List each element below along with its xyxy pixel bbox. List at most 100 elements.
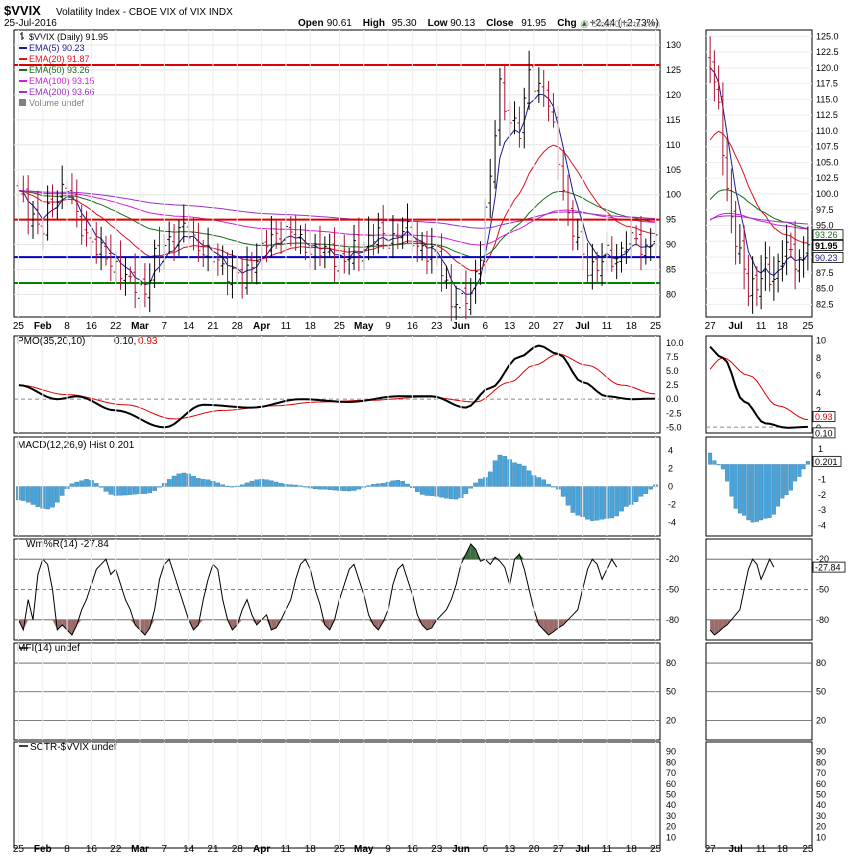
price-bar xyxy=(600,243,605,286)
willr-overbought-fill xyxy=(475,549,481,560)
price-bar xyxy=(313,234,318,270)
x-axis-tick-bottom: 9 xyxy=(385,844,391,855)
price-bar xyxy=(643,238,648,265)
x-axis-tick-bottom: 8 xyxy=(64,844,70,855)
x-axis-tick-bottom: 25 xyxy=(334,844,346,855)
mfi-label: MFI(14) undef xyxy=(17,643,80,654)
price-bar xyxy=(176,219,181,256)
side-macd-axis-tick: -4 xyxy=(818,520,826,530)
side-price-bar xyxy=(776,253,781,293)
macd-hist-bar xyxy=(346,486,352,492)
macd-hist-bar xyxy=(278,483,284,487)
macd-hist-bar xyxy=(624,486,629,507)
price-axis-tick: 120 xyxy=(666,90,681,100)
macd-hist-bar xyxy=(400,481,405,487)
price-bar xyxy=(551,93,556,128)
willr-overbought-fill xyxy=(465,544,471,560)
macd-hist-bar xyxy=(609,486,615,519)
ema50-line xyxy=(18,190,656,259)
willr-oversold-fill xyxy=(57,619,63,630)
price-bar xyxy=(546,81,551,122)
macd-hist-bar xyxy=(521,465,527,487)
side-price-bar xyxy=(759,255,764,310)
macd-hist-bar xyxy=(176,473,182,487)
price-bar xyxy=(60,165,65,210)
willr-axis-tick: -80 xyxy=(666,615,679,625)
macd-hist-bar xyxy=(468,486,474,489)
x-axis-tick-top: 20 xyxy=(528,321,540,332)
macd-hist-bar xyxy=(478,478,483,487)
macd-hist-bar xyxy=(298,485,303,487)
side-pmo-axis-tick: 6 xyxy=(816,370,821,380)
willr-oversold-fill xyxy=(538,619,544,630)
side-price-bar xyxy=(720,82,725,176)
side-macd-hist-bar xyxy=(746,464,751,521)
macd-hist-bar xyxy=(55,486,60,503)
price-bar xyxy=(303,223,308,261)
price-bar xyxy=(84,210,89,247)
price-bar xyxy=(142,263,147,308)
price-bar xyxy=(352,224,357,271)
price-bar xyxy=(638,215,643,271)
side-x-axis-tick-bottom: 11 xyxy=(756,844,767,855)
pmo-signal-value: 0.93 xyxy=(138,336,158,347)
macd-axis-tick: -4 xyxy=(668,518,676,528)
macd-hist-bar xyxy=(405,483,410,487)
side-macd-axis-tick: -3 xyxy=(818,505,826,515)
price-bar xyxy=(590,243,595,290)
macd-hist-bar xyxy=(502,456,508,487)
side-ema100-line xyxy=(709,212,808,230)
ema-lines xyxy=(18,67,809,295)
macd-hist-bar xyxy=(648,486,653,490)
side-macd-hist-bar xyxy=(797,464,802,477)
side-price-axis-tick: 115.0 xyxy=(816,94,838,104)
price-bar xyxy=(536,67,541,103)
pmo-axis-tick: 0.0 xyxy=(666,394,679,404)
macd-hist-bar xyxy=(93,483,99,487)
macd-hist-bar xyxy=(429,486,435,496)
macd-hist-bar xyxy=(269,480,274,487)
macd-hist-bar xyxy=(59,486,65,496)
side-price-axis-tick: 82.5 xyxy=(816,299,834,309)
x-axis-tick-bottom: 21 xyxy=(207,844,219,855)
price-axis-tick: 95 xyxy=(666,215,676,225)
price-bar xyxy=(624,231,629,265)
side-mfi-axis-tick: 50 xyxy=(816,687,826,697)
side-price-bar xyxy=(750,256,755,314)
side-price-bar xyxy=(725,138,730,202)
legend-swatch xyxy=(19,99,26,106)
price-bar xyxy=(541,69,546,107)
side-price-axis-tick: 100.0 xyxy=(816,189,839,199)
x-axis-tick-top: Mar xyxy=(131,321,149,332)
side-price-axis-tick: 112.5 xyxy=(816,110,838,120)
price-bar xyxy=(191,217,196,251)
side-x-axis-tick-bottom: 18 xyxy=(777,844,789,855)
price-bar xyxy=(167,221,172,255)
side-price-axis-tick: 107.5 xyxy=(816,142,839,152)
x-axis-tick-top: 16 xyxy=(407,321,419,332)
willr-axis-tick: -50 xyxy=(666,585,679,595)
x-axis-tick-bottom: 16 xyxy=(407,844,419,855)
side-x-axis-tick-top: 11 xyxy=(756,321,767,332)
side-macd-hist-bar xyxy=(750,464,755,523)
side-price-bar xyxy=(771,256,776,301)
side-pmo-signal-line xyxy=(709,357,808,421)
macd-hist-bar xyxy=(351,486,357,491)
macd-hist-bar xyxy=(108,486,114,495)
side-price-bar xyxy=(733,200,738,265)
side-price-bar xyxy=(801,236,806,278)
side-price-bar xyxy=(784,224,789,276)
price-bar xyxy=(444,265,449,289)
willr-oversold-fill xyxy=(232,619,238,630)
side-macd-axis-tick: -2 xyxy=(818,490,826,500)
side-price-axis-tick: 105.0 xyxy=(816,157,839,167)
willr-oversold-fill xyxy=(71,619,77,635)
willr-oversold-fill xyxy=(62,619,68,630)
price-bar xyxy=(181,204,186,243)
side-x-axis-tick-top: 27 xyxy=(705,321,717,332)
side-price-bar xyxy=(746,254,751,307)
sctr-axis-tick: 30 xyxy=(666,811,676,821)
side-sctr-axis-tick: 60 xyxy=(816,779,826,789)
price-tag-box xyxy=(812,239,844,251)
price-axis-tick: 100 xyxy=(666,190,681,200)
